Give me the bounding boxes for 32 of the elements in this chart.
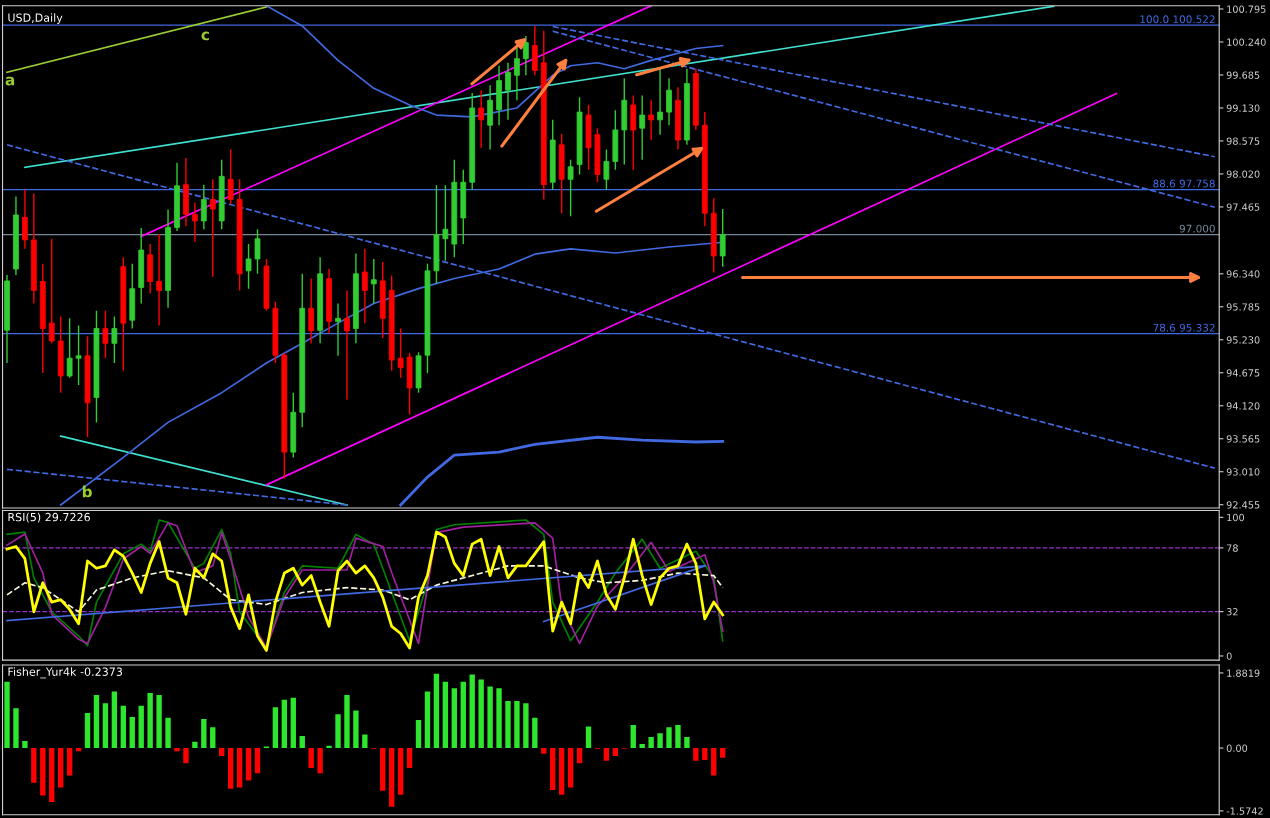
y-tick-label: 96.340 bbox=[1226, 270, 1260, 278]
annotation: b bbox=[82, 485, 92, 498]
y-tick-label: 95.785 bbox=[1226, 303, 1260, 311]
y-tick-label: -1.5742 bbox=[1226, 807, 1263, 815]
y-tick-label: 93.010 bbox=[1226, 468, 1260, 476]
chart-title: Fisher_Yur4k -0.2373 bbox=[8, 667, 123, 679]
y-tick-label: 0.00 bbox=[1226, 744, 1248, 752]
ref-line-label: 97.000 bbox=[1179, 224, 1215, 233]
annotation: a bbox=[5, 76, 15, 86]
text: USD,Daily bbox=[8, 13, 63, 25]
y-tick-label: 0 bbox=[1226, 652, 1232, 660]
y-tick-label: 97.465 bbox=[1226, 203, 1260, 211]
y-tick-label: 98.575 bbox=[1226, 137, 1260, 145]
y-tick-label: 92.455 bbox=[1226, 501, 1260, 509]
y-tick-label: 100 bbox=[1227, 513, 1245, 522]
y-tick-label: 100.795 bbox=[1227, 5, 1266, 13]
annotation: c bbox=[201, 31, 209, 41]
y-tick-label: 100.240 bbox=[1227, 38, 1266, 46]
y-tick-label: 94.120 bbox=[1226, 402, 1260, 410]
y-tick-label: 98.020 bbox=[1226, 170, 1260, 178]
y-tick-label: 93.565 bbox=[1226, 435, 1260, 443]
ref-line-label: 78.6 95.332 bbox=[1153, 323, 1215, 332]
y-tick-label: 95.230 bbox=[1226, 336, 1260, 344]
ref-line-label: 88.6 97.758 bbox=[1153, 179, 1215, 188]
y-tick-label: 78 bbox=[1226, 544, 1238, 552]
y-tick-label: 99.130 bbox=[1226, 104, 1260, 112]
chart-title: RSI(5) 29.7226 bbox=[8, 512, 90, 523]
y-tick-label: 1.8819 bbox=[1227, 669, 1260, 677]
y-tick-label: 94.675 bbox=[1226, 369, 1260, 377]
y-tick-label: 99.685 bbox=[1226, 71, 1260, 79]
ref-line-label: 100.0 100.522 bbox=[1140, 15, 1215, 24]
y-tick-label: 32 bbox=[1226, 608, 1238, 616]
